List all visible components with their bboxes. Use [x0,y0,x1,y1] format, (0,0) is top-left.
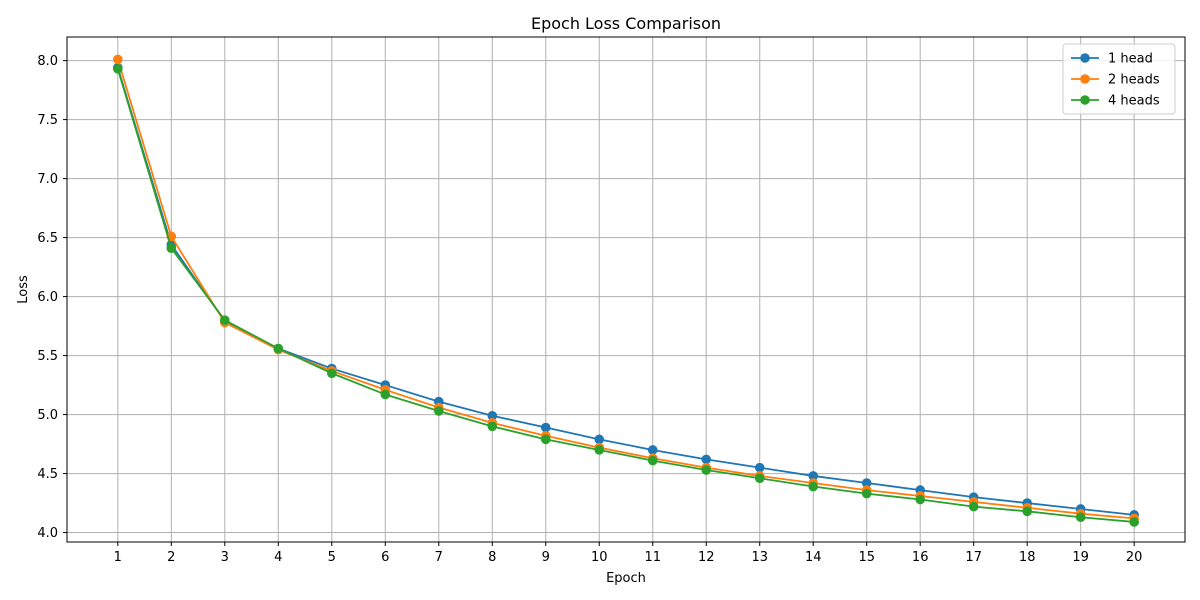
x-tick-label: 7 [435,550,443,565]
y-tick-label: 7.0 [37,172,58,187]
y-tick-label: 7.5 [37,113,58,128]
data-point [380,389,391,400]
legend-item: 4 heads [1071,94,1160,109]
y-tick-label: 4.5 [37,467,58,482]
grid [67,37,1185,542]
y-tick-label: 6.0 [37,290,58,305]
x-tick-label: 3 [221,550,229,565]
legend: 1 head 2 heads 4 heads [1062,43,1176,115]
legend-marker [1080,74,1090,84]
legend-marker [1080,95,1090,105]
legend-box [1062,43,1176,115]
y-tick-label: 5.5 [37,349,58,364]
y-tick-label: 4.0 [37,526,58,541]
legend-label: 4 heads [1108,94,1160,109]
data-point [594,445,605,455]
data-point [487,421,498,432]
x-tick-label: 14 [805,550,822,565]
data-point [647,455,658,466]
data-point [487,410,498,421]
x-tick-label: 19 [1072,550,1089,565]
x-tick-label: 16 [912,550,929,565]
y-tick-label: 5.0 [37,408,58,423]
data-point [220,315,230,325]
x-tick-label: 18 [1019,550,1036,565]
data-point [754,462,765,473]
y-tick-label: 6.5 [37,231,58,246]
data-point [540,422,551,433]
series-line [116,68,1135,523]
y-axis: 4.0 4.5 5.0 5.5 6.0 6.5 7.0 7.5 8.0 [37,54,67,541]
series-layer [113,54,1139,527]
x-tick-label: 6 [381,550,389,565]
data-point [1129,517,1139,527]
data-point [113,54,123,65]
data-point [915,494,926,505]
plot-frame [66,36,1186,543]
series-line [116,67,1135,516]
x-tick-label: 11 [644,550,661,565]
legend-label: 2 heads [1108,73,1160,88]
data-point [701,454,712,465]
x-tick-label: 4 [274,550,282,565]
series-2-heads [113,54,1139,524]
chart-title: Epoch Loss Comparison [531,14,721,33]
data-point [701,465,712,475]
series-line [116,59,1135,520]
legend-item: 2 heads [1071,73,1160,88]
legend-label: 1 head [1108,52,1153,67]
data-point [113,64,123,74]
data-point [968,501,979,512]
data-point [326,368,337,379]
data-point [754,473,765,484]
x-tick-label: 13 [751,550,768,565]
data-point [594,434,605,445]
x-axis-title: Epoch [606,571,646,586]
x-tick-label: 2 [167,550,175,565]
y-tick-label: 8.0 [37,54,58,69]
data-point [273,343,284,354]
x-tick-label: 1 [114,550,122,565]
x-tick-label: 12 [698,550,715,565]
data-point [808,481,819,492]
legend-marker [1080,53,1090,63]
data-point [861,478,872,488]
legend-item: 1 head [1071,52,1153,67]
y-axis-title: Loss [16,275,31,304]
x-tick-label: 15 [858,550,875,565]
x-axis: 1 2 3 4 5 6 7 8 9 10 11 12 13 14 15 16 17 18 19 20 [114,542,1143,565]
series-1-head [113,62,1139,520]
data-point [166,243,177,254]
series-4-heads [113,64,1139,527]
x-tick-label: 20 [1126,550,1143,565]
x-tick-label: 5 [328,550,336,565]
data-point [540,434,551,445]
data-point [861,488,872,499]
x-tick-label: 9 [542,550,550,565]
x-tick-label: 17 [965,550,982,565]
data-point [647,445,658,455]
data-point [1075,512,1086,523]
data-point [808,471,819,481]
x-tick-label: 10 [591,550,608,565]
x-tick-label: 8 [488,550,496,565]
data-point [433,406,444,416]
data-point [1022,506,1032,517]
